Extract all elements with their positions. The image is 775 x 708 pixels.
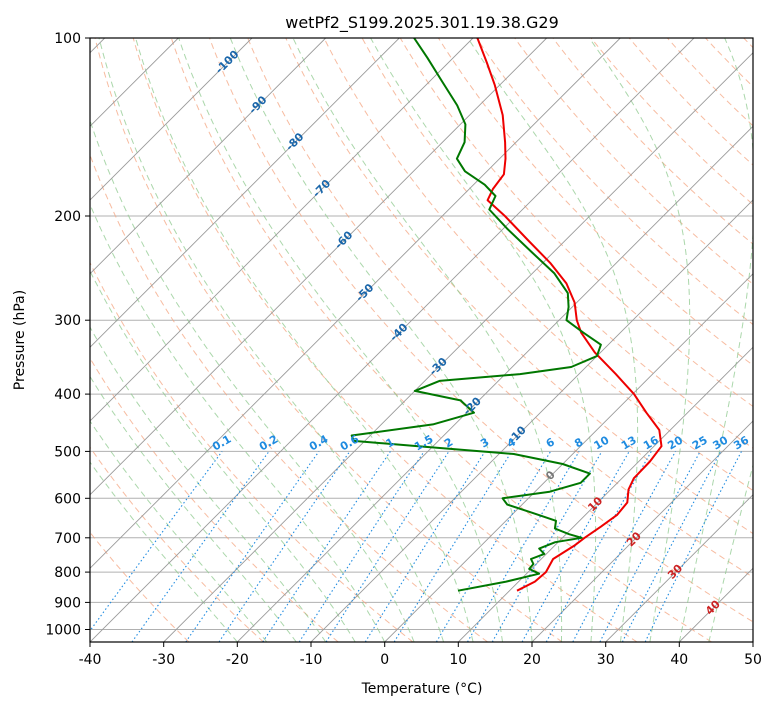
mixing-ratio-line — [545, 451, 652, 642]
moist-adiabat-line — [708, 463, 753, 642]
x-tick-label: 30 — [597, 652, 615, 668]
moist-adiabat-line — [90, 270, 356, 642]
dry-adiabat-line — [132, 38, 638, 642]
mixing-ratio-line — [90, 451, 223, 632]
isotherm-line — [90, 38, 253, 201]
moist-adiabat-line — [90, 420, 268, 642]
x-tick-label: 40 — [670, 652, 688, 668]
y-tick-label: 800 — [54, 565, 81, 581]
y-tick-label: 700 — [54, 531, 81, 547]
mixing-ratio-line — [131, 451, 270, 642]
isotherm-line — [236, 125, 753, 642]
x-axis-title: Temperature (°C) — [361, 681, 483, 697]
mixing-ratio-line — [467, 451, 580, 642]
mixing-ratio-line — [218, 451, 351, 642]
dry-adiabat-line — [94, 38, 563, 642]
isotherm-line — [90, 38, 327, 275]
mixing-ratio-line — [364, 451, 486, 642]
temperature-profile-line — [476, 38, 663, 592]
dry-adiabat-line — [476, 38, 753, 326]
isotherm-line — [90, 38, 474, 422]
isotherm-line — [90, 38, 621, 569]
y-tick-label: 900 — [54, 595, 81, 611]
moist-adiabat-line — [90, 375, 297, 642]
moist-adiabat-line — [178, 38, 503, 642]
dry-adiabat-line — [247, 38, 753, 578]
moist-adiabat-line — [370, 38, 597, 642]
x-tick-label: -40 — [79, 652, 102, 668]
isotherm-line — [605, 494, 753, 642]
moist-adiabat-line — [90, 118, 415, 642]
dry-adiabat-line — [323, 38, 753, 492]
y-tick-label: 400 — [54, 387, 81, 403]
x-tick-label: 20 — [523, 652, 541, 668]
moist-adiabat-line — [588, 38, 691, 642]
y-tick-label: 100 — [54, 31, 81, 47]
isotherm-line — [90, 38, 400, 348]
moist-adiabat-line — [90, 203, 386, 642]
dry-adiabat-line — [90, 446, 264, 642]
moist-adiabat-line — [292, 38, 563, 642]
moist-adiabat-line — [90, 461, 238, 642]
dry-adiabat-line — [90, 261, 414, 642]
isotherm-line — [384, 273, 753, 642]
mixing-ratio-line — [325, 451, 450, 642]
x-tick-label: -10 — [300, 652, 323, 668]
x-tick-label: 0 — [380, 652, 389, 668]
plot-frame — [89, 37, 754, 643]
y-tick-label: 600 — [54, 491, 81, 507]
sounding-series — [350, 38, 663, 592]
dry-adiabat-line — [399, 38, 753, 408]
y-tick-label: 200 — [54, 209, 81, 225]
moist-adiabat-line — [678, 38, 753, 642]
x-tick-label: 50 — [744, 652, 762, 668]
background-grid — [90, 38, 753, 642]
isotherm-line — [310, 199, 753, 642]
mixing-ratio-line — [393, 451, 513, 642]
mixing-ratio-line — [435, 451, 552, 642]
mixing-ratio-line — [521, 451, 630, 642]
moist-adiabat-line — [98, 38, 445, 642]
isotherm-line — [90, 38, 695, 642]
x-tick-label: -20 — [226, 652, 249, 668]
x-tick-label: -30 — [152, 652, 175, 668]
isotherm-line — [531, 420, 753, 642]
dry-adiabat-line — [590, 38, 753, 206]
axes: -40 -30 -20 -10 0 10 20 30 40 50 100 200 300 400 500 60… — [45, 31, 762, 668]
y-tick-label: 300 — [54, 313, 81, 329]
dry-adiabat-line — [514, 38, 753, 285]
isotherm-line — [163, 52, 753, 642]
isotherm-line — [90, 38, 548, 496]
dewpoint-profile-line — [350, 38, 602, 592]
y-tick-label: 500 — [54, 444, 81, 460]
mixing-ratio-line — [572, 451, 676, 642]
x-tick-label: 10 — [449, 652, 467, 668]
y-axis-title: Pressure (hPa) — [12, 290, 28, 390]
moist-adiabat-line — [90, 326, 327, 642]
dry-adiabat-line — [628, 38, 753, 166]
dry-adiabat-line — [170, 38, 712, 642]
y-tick-label: 1000 — [45, 623, 81, 639]
moist-adiabat-line — [467, 38, 639, 642]
moist-adiabat-line — [135, 38, 474, 642]
moist-adiabat-line — [229, 38, 533, 642]
chart-title: wetPf2_S199.2025.301.19.38.G29 — [285, 13, 559, 33]
